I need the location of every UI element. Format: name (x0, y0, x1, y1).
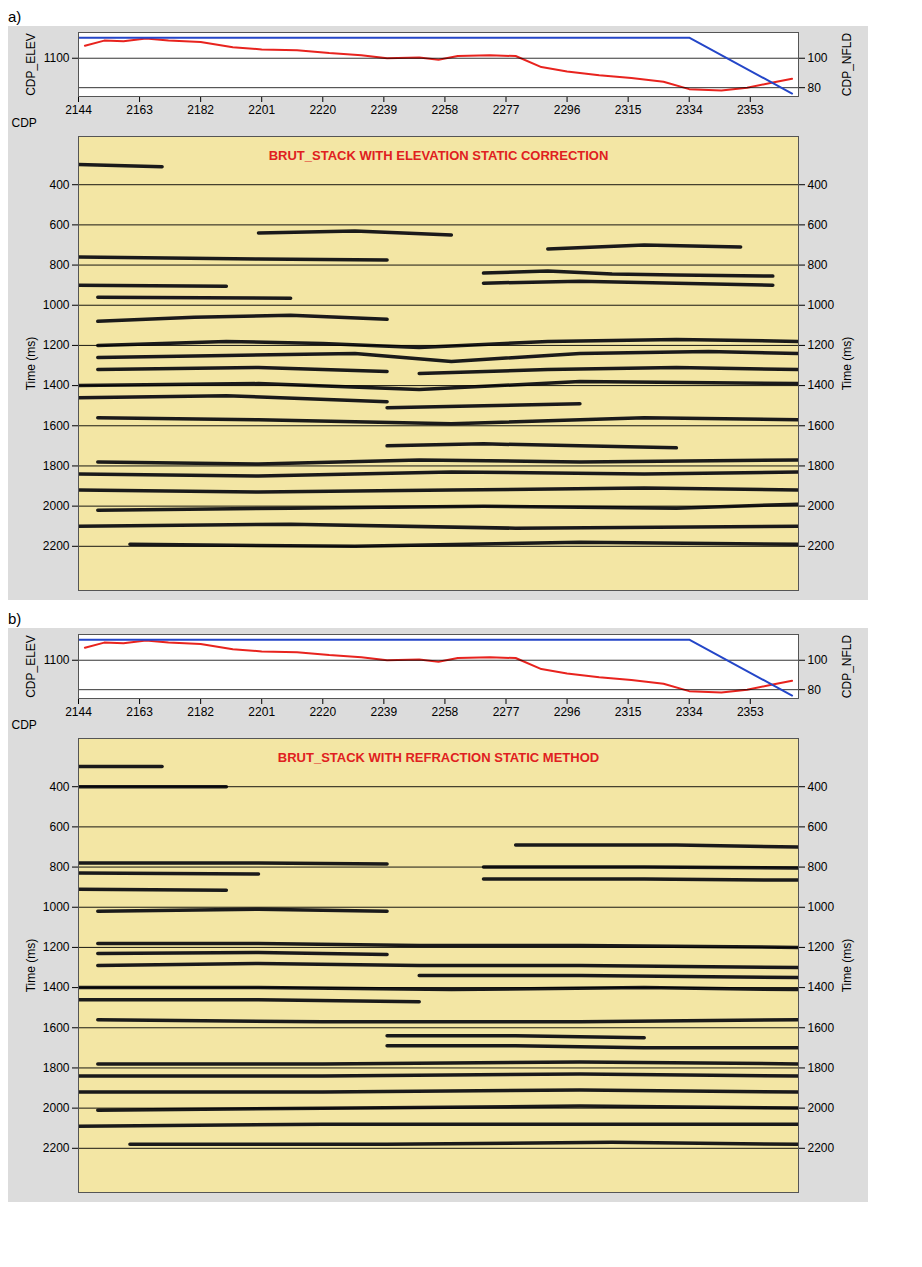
svg-text:2200: 2200 (808, 539, 835, 553)
svg-text:1400: 1400 (43, 378, 70, 392)
svg-text:1800: 1800 (808, 459, 835, 473)
svg-text:600: 600 (49, 218, 69, 232)
svg-text:800: 800 (808, 860, 828, 874)
svg-text:1600: 1600 (808, 419, 835, 433)
svg-text:2258: 2258 (432, 103, 459, 117)
svg-text:2182: 2182 (187, 705, 214, 719)
svg-text:1400: 1400 (808, 378, 835, 392)
svg-text:CDP_ELEV: CDP_ELEV (24, 33, 38, 96)
svg-text:2163: 2163 (126, 705, 153, 719)
svg-text:400: 400 (808, 178, 828, 192)
svg-text:800: 800 (808, 258, 828, 272)
svg-text:2200: 2200 (808, 1141, 835, 1155)
svg-text:1200: 1200 (43, 338, 70, 352)
svg-text:600: 600 (808, 218, 828, 232)
svg-text:1200: 1200 (808, 338, 835, 352)
svg-text:2220: 2220 (309, 705, 336, 719)
svg-text:CDP_ELEV: CDP_ELEV (24, 635, 38, 698)
svg-text:1800: 1800 (43, 1061, 70, 1075)
svg-text:1000: 1000 (43, 298, 70, 312)
svg-text:600: 600 (808, 820, 828, 834)
svg-text:2201: 2201 (248, 103, 275, 117)
svg-text:Time (ms): Time (ms) (24, 337, 38, 391)
svg-text:CDP_NFLD: CDP_NFLD (840, 33, 854, 97)
svg-text:2239: 2239 (371, 103, 398, 117)
svg-text:1000: 1000 (43, 900, 70, 914)
svg-text:2239: 2239 (371, 705, 398, 719)
svg-text:2144: 2144 (65, 705, 92, 719)
svg-text:2000: 2000 (43, 499, 70, 513)
svg-text:1200: 1200 (43, 940, 70, 954)
svg-text:2200: 2200 (43, 1141, 70, 1155)
svg-text:1100: 1100 (44, 653, 70, 667)
svg-text:80: 80 (808, 81, 822, 95)
svg-text:1600: 1600 (43, 1021, 70, 1035)
svg-text:2315: 2315 (615, 705, 642, 719)
svg-text:80: 80 (808, 683, 822, 697)
svg-text:100: 100 (808, 51, 828, 65)
svg-text:1600: 1600 (43, 419, 70, 433)
svg-text:2334: 2334 (676, 103, 703, 117)
svg-text:BRUT_STACK WITH REFRACTION STA: BRUT_STACK WITH REFRACTION STATIC METHOD (278, 750, 599, 765)
svg-text:Time (ms): Time (ms) (840, 337, 854, 391)
svg-text:2144: 2144 (65, 103, 92, 117)
svg-text:CDP: CDP (12, 116, 37, 130)
svg-text:2277: 2277 (493, 705, 520, 719)
svg-text:1100: 1100 (44, 51, 70, 65)
html-text:b): b) (8, 610, 22, 627)
svg-text:1000: 1000 (808, 900, 835, 914)
svg-text:2296: 2296 (554, 705, 581, 719)
svg-text:1400: 1400 (808, 980, 835, 994)
svg-text:2220: 2220 (309, 103, 336, 117)
svg-text:CDP_NFLD: CDP_NFLD (840, 635, 854, 699)
svg-text:1600: 1600 (808, 1021, 835, 1035)
svg-text:2315: 2315 (615, 103, 642, 117)
html-text:a): a) (8, 8, 22, 25)
svg-text:2277: 2277 (493, 103, 520, 117)
svg-text:400: 400 (49, 780, 69, 794)
svg-text:2000: 2000 (808, 499, 835, 513)
svg-text:2353: 2353 (737, 103, 764, 117)
svg-text:600: 600 (49, 820, 69, 834)
svg-text:2163: 2163 (126, 103, 153, 117)
svg-text:Time (ms): Time (ms) (840, 939, 854, 993)
svg-text:2200: 2200 (43, 539, 70, 553)
svg-text:2334: 2334 (676, 705, 703, 719)
svg-text:100: 100 (808, 653, 828, 667)
svg-text:Time (ms): Time (ms) (24, 939, 38, 993)
svg-text:2000: 2000 (43, 1101, 70, 1115)
svg-text:400: 400 (808, 780, 828, 794)
svg-text:BRUT_STACK WITH ELEVATION STAT: BRUT_STACK WITH ELEVATION STATIC CORRECT… (269, 148, 609, 163)
svg-text:2258: 2258 (432, 705, 459, 719)
svg-text:2182: 2182 (187, 103, 214, 117)
svg-text:2353: 2353 (737, 705, 764, 719)
svg-text:1800: 1800 (808, 1061, 835, 1075)
svg-text:400: 400 (49, 178, 69, 192)
svg-text:1400: 1400 (43, 980, 70, 994)
svg-text:2201: 2201 (248, 705, 275, 719)
svg-text:1200: 1200 (808, 940, 835, 954)
svg-text:800: 800 (49, 258, 69, 272)
svg-text:1800: 1800 (43, 459, 70, 473)
svg-text:CDP: CDP (12, 718, 37, 732)
svg-text:2000: 2000 (808, 1101, 835, 1115)
svg-text:800: 800 (49, 860, 69, 874)
svg-text:1000: 1000 (808, 298, 835, 312)
svg-text:2296: 2296 (554, 103, 581, 117)
